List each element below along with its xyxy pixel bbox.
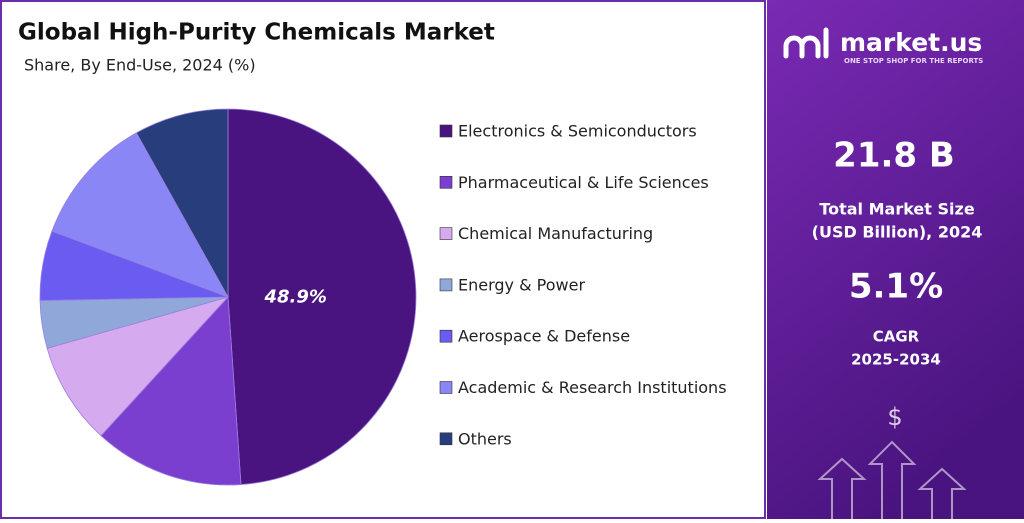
- legend-label: Chemical Manufacturing: [458, 224, 653, 243]
- legend-swatch: [439, 176, 453, 189]
- legend-label: Energy & Power: [458, 275, 585, 294]
- cagr-period: 2025-2034: [851, 351, 941, 369]
- side-panel: [767, 0, 1024, 519]
- data-label: 48.9%: [263, 287, 326, 308]
- market-size-label: (USD Billion), 2024: [812, 223, 983, 242]
- svg-text:$: $: [887, 403, 902, 431]
- cagr: 5.1%: [849, 267, 943, 307]
- legend-label: Electronics & Semiconductors: [458, 122, 697, 141]
- legend-swatch: [439, 381, 453, 394]
- logo-icon: [783, 27, 829, 59]
- legend-label: Others: [458, 429, 512, 448]
- tagline: ONE STOP SHOP FOR THE REPORTS: [844, 57, 983, 65]
- legend-swatch: [439, 278, 453, 292]
- chart-title: Global High-Purity Chemicals Market: [18, 20, 495, 46]
- pie-slice: [51, 132, 229, 298]
- brand: market.us: [840, 28, 982, 57]
- logo: [783, 27, 829, 59]
- legend-swatch: [439, 227, 453, 240]
- market-size-label: Total Market Size: [819, 200, 974, 219]
- legend-label: Pharmaceutical & Life Sciences: [458, 173, 709, 192]
- legend-label: Aerospace & Defense: [458, 327, 630, 346]
- cagr-label: CAGR: [873, 328, 920, 346]
- chart-subtitle: Share, By End-Use, 2024 (%): [24, 56, 256, 75]
- legend-swatch: [439, 124, 453, 138]
- decor-arrows: $: [817, 403, 967, 519]
- legend-swatch: [439, 329, 453, 343]
- pie-slice: [135, 108, 229, 299]
- legend-label: Academic & Research Institutions: [458, 378, 727, 397]
- pie-slice: [100, 296, 242, 486]
- pie-slice: [46, 296, 230, 437]
- pie-slice: [227, 108, 417, 485]
- market-size: 21.8 B: [833, 136, 955, 176]
- legend-swatch: [439, 432, 453, 446]
